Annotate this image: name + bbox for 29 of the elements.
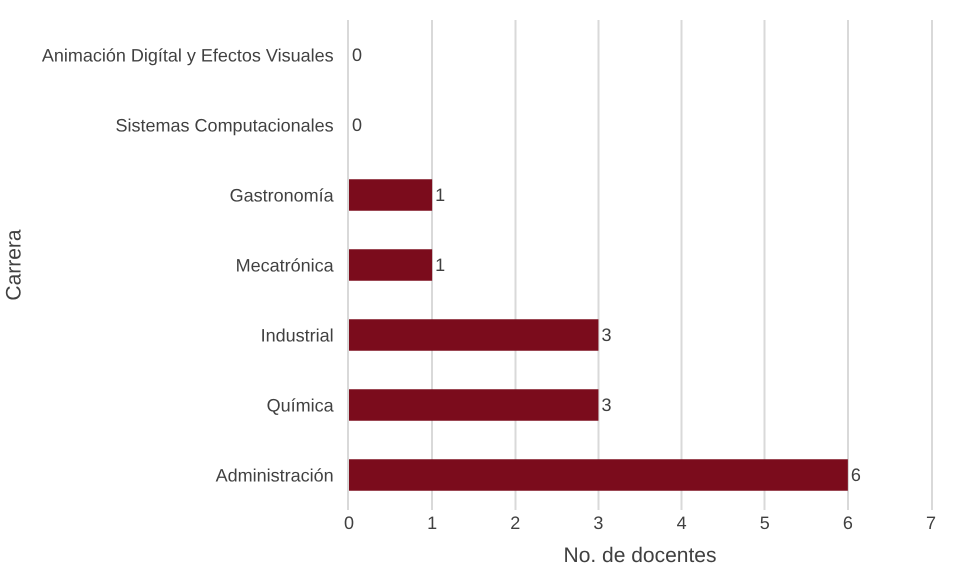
- x-tick-label: 6: [842, 513, 853, 533]
- y-tick-label: Industrial: [260, 325, 334, 346]
- x-tick-label: 3: [593, 513, 604, 533]
- x-tick-label: 5: [760, 513, 770, 533]
- bar: [349, 249, 432, 281]
- y-tick-label: Animación Digítal y Efectos Visuales: [42, 45, 334, 66]
- x-tick-label: 0: [344, 513, 354, 533]
- data-label: 3: [601, 325, 612, 345]
- x-tick-label: 2: [510, 513, 520, 533]
- y-tick-label: Química: [266, 395, 335, 416]
- bar: [349, 389, 598, 421]
- y-tick-label: Mecatrónica: [236, 255, 335, 276]
- data-label: 1: [435, 185, 446, 205]
- x-axis-title: No. de docentes: [564, 544, 716, 568]
- y-axis-title: Carrera: [2, 229, 26, 301]
- x-tick-label: 7: [926, 513, 936, 533]
- x-tick-label: 1: [427, 513, 438, 533]
- y-tick-label: Gastronomía: [230, 185, 335, 206]
- data-label: 1: [435, 255, 446, 275]
- data-label: 6: [850, 465, 861, 485]
- bar: [349, 179, 432, 211]
- x-tick-label: 4: [676, 513, 687, 533]
- data-label: 0: [352, 45, 362, 65]
- data-label: 3: [601, 395, 612, 415]
- data-label: 0: [352, 115, 362, 135]
- y-tick-label: Administración: [216, 465, 334, 486]
- bar: [349, 459, 848, 491]
- bar: [349, 319, 598, 351]
- y-tick-label: Sistemas Computacionales: [116, 115, 334, 136]
